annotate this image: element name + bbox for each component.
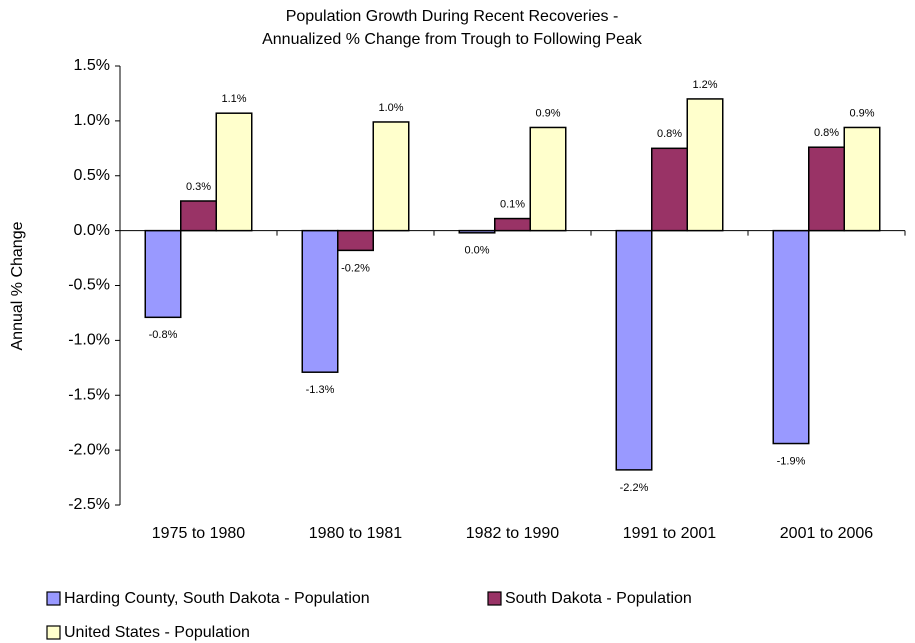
data-label: 0.0%: [464, 245, 489, 257]
data-label: -2.2%: [620, 482, 649, 494]
legend-label: South Dakota - Population: [505, 590, 692, 607]
legend-label: United States - Population: [64, 624, 250, 641]
data-label: 0.9%: [849, 107, 874, 119]
data-label: 0.9%: [535, 107, 560, 119]
data-label: 1.2%: [692, 79, 717, 91]
y-axis-title: Annual % Change: [9, 221, 26, 350]
data-label: 0.3%: [186, 181, 211, 193]
y-tick-label: -1.5%: [68, 386, 110, 403]
legend-swatch: [46, 591, 61, 606]
bar: [686, 98, 724, 232]
y-tick-label: 1.5%: [74, 57, 110, 74]
y-tick-label: -0.5%: [68, 277, 110, 294]
data-label: -1.3%: [306, 384, 335, 396]
legend-swatch: [487, 591, 502, 606]
legend-label: Harding County, South Dakota - Populatio…: [64, 590, 370, 607]
chart-title: Population Growth During Recent Recoveri…: [286, 8, 619, 25]
y-tick-label: -2.0%: [68, 441, 110, 458]
bar: [529, 126, 567, 232]
data-label: 1.1%: [221, 93, 246, 105]
bar: [494, 217, 531, 232]
data-label: -1.9%: [777, 455, 806, 467]
y-tick-label: 1.0%: [74, 112, 110, 129]
bar: [215, 112, 253, 232]
bar: [301, 229, 339, 373]
chart-title: Annualized % Change from Trough to Follo…: [262, 31, 643, 48]
bar: [772, 229, 810, 445]
data-label: -0.8%: [149, 329, 178, 341]
bar: [337, 229, 374, 252]
data-label: -0.2%: [341, 262, 370, 274]
bar: [180, 200, 217, 232]
data-label: 0.8%: [814, 127, 839, 139]
x-tick-label: 2001 to 2006: [780, 525, 874, 542]
bar: [843, 126, 881, 232]
x-tick-label: 1991 to 2001: [623, 525, 717, 542]
legend-swatch: [46, 625, 61, 640]
y-tick-label: -2.5%: [68, 496, 110, 513]
data-label: 1.0%: [378, 102, 403, 114]
y-tick-label: 0.5%: [74, 167, 110, 184]
bar: [144, 229, 182, 319]
bar: [651, 147, 688, 232]
x-tick-label: 1980 to 1981: [309, 525, 403, 542]
y-tick-label: -1.0%: [68, 332, 110, 349]
bar: [372, 121, 410, 232]
x-tick-label: 1975 to 1980: [152, 525, 246, 542]
x-tick-label: 1982 to 1990: [466, 525, 560, 542]
bar: [808, 146, 845, 232]
data-label: 0.8%: [657, 128, 682, 140]
data-label: 0.1%: [500, 198, 525, 210]
y-tick-label: 0.0%: [74, 222, 110, 239]
bar: [615, 229, 653, 471]
